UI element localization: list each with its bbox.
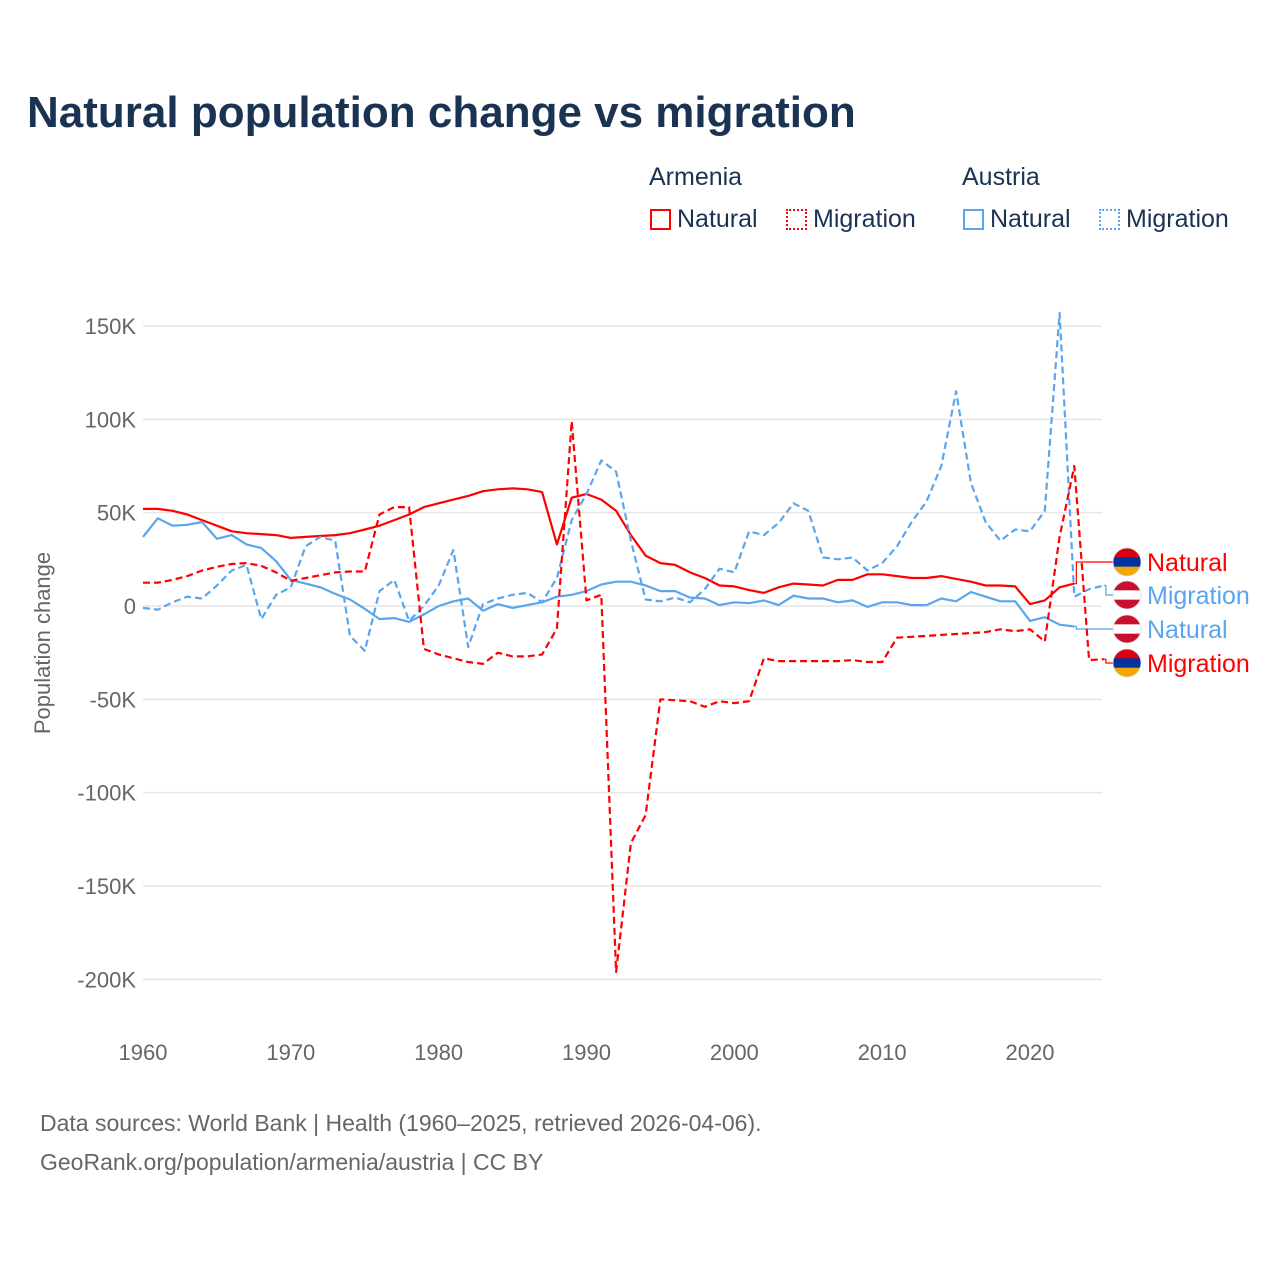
flag-border xyxy=(1112,614,1142,644)
legend-armenia-migration[interactable]: Migration xyxy=(786,205,916,234)
flag-border xyxy=(1112,580,1142,610)
austria-flag-icon xyxy=(1113,633,1141,643)
legend-label: Migration xyxy=(813,205,916,233)
footer-link[interactable]: GeoRank.org/population/armenia/austria |… xyxy=(40,1149,544,1175)
x-tick-label: 1960 xyxy=(119,1040,168,1065)
chart-title: Natural population change vs migration xyxy=(27,88,856,137)
austria-flag-icon xyxy=(1113,599,1141,609)
x-tick-label: 1980 xyxy=(414,1040,463,1065)
armenia-flag-icon xyxy=(1113,557,1141,568)
footer-source: Data sources: World Bank | Health (1960–… xyxy=(40,1110,762,1136)
y-axis-label: Population change xyxy=(30,552,55,734)
austria-flag-icon xyxy=(1113,590,1141,601)
label-connector xyxy=(1074,561,1114,585)
legend-label: Migration xyxy=(1126,205,1229,233)
series-line-armenia-natural xyxy=(143,487,1075,606)
armenia-flag-icon xyxy=(1113,667,1141,677)
armenia-flag-icon xyxy=(1113,658,1141,669)
legend-austria-natural[interactable]: Natural xyxy=(963,205,1071,234)
series-end-label: Natural xyxy=(1147,549,1228,577)
armenia-flag-icon xyxy=(1113,649,1141,659)
legend-label: Natural xyxy=(990,205,1071,233)
label-connector xyxy=(1074,625,1114,630)
armenia-flag-icon xyxy=(1113,548,1141,558)
y-tick-label: -150K xyxy=(77,874,136,899)
x-tick-label: 2000 xyxy=(710,1040,759,1065)
armenia-flag-icon xyxy=(1113,566,1141,576)
flag-border xyxy=(1112,547,1142,577)
y-tick-label: -100K xyxy=(77,781,136,806)
series-line-austria-migration xyxy=(142,311,1105,652)
dotted-swatch-icon xyxy=(786,209,807,230)
dotted-swatch-icon xyxy=(1099,209,1120,230)
x-tick-label: 1970 xyxy=(266,1040,315,1065)
x-tick-label: 1990 xyxy=(562,1040,611,1065)
x-tick-label: 2020 xyxy=(1006,1040,1055,1065)
y-tick-label: -50K xyxy=(90,687,137,712)
series-end-label: Migration xyxy=(1147,582,1250,610)
legend-heading-armenia: Armenia xyxy=(649,163,743,191)
series-end-label: Natural xyxy=(1147,616,1228,644)
y-tick-label: 100K xyxy=(85,407,137,432)
y-tick-label: 0 xyxy=(124,594,136,619)
legend-label: Natural xyxy=(677,205,758,233)
flag-border xyxy=(1112,648,1142,678)
series-line-armenia-migration xyxy=(143,420,1104,974)
austria-flag-icon xyxy=(1113,624,1141,635)
legend-armenia-natural[interactable]: Natural xyxy=(650,205,758,234)
solid-swatch-icon xyxy=(650,209,671,230)
austria-flag-icon xyxy=(1113,581,1141,591)
series-line-austria-natural xyxy=(142,517,1075,628)
y-tick-label: -200K xyxy=(77,967,136,992)
label-connector xyxy=(1103,584,1114,596)
y-tick-label: 150K xyxy=(85,314,137,339)
label-connector xyxy=(1103,658,1114,664)
legend-heading-austria: Austria xyxy=(962,163,1040,191)
series-end-label: Migration xyxy=(1147,650,1250,678)
austria-flag-icon xyxy=(1113,615,1141,625)
legend-austria-migration[interactable]: Migration xyxy=(1099,205,1229,234)
solid-swatch-icon xyxy=(963,209,984,230)
y-tick-label: 50K xyxy=(97,501,136,526)
x-tick-label: 2010 xyxy=(858,1040,907,1065)
